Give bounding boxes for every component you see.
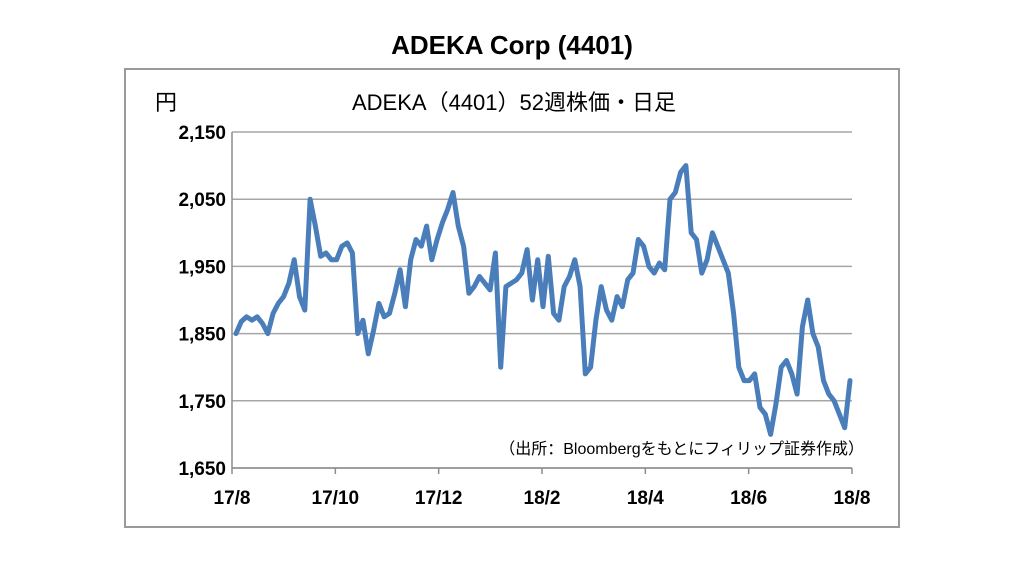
y-tick-label: 2,150 <box>178 123 226 144</box>
x-tick-label: 17/10 <box>312 488 360 509</box>
x-tick-label: 18/4 <box>627 488 664 509</box>
y-tick-label: 1,950 <box>178 257 226 278</box>
series-layer <box>233 163 853 437</box>
x-tick-label: 18/2 <box>524 488 561 509</box>
x-tick-label: 17/12 <box>415 488 463 509</box>
y-axis-unit-label: 円 <box>155 90 177 115</box>
y-tick-label: 1,650 <box>178 459 226 480</box>
y-tick-label: 1,850 <box>178 325 226 346</box>
source-note: （出所：Bloombergをもとにフィリップ証券作成） <box>499 440 864 458</box>
y-tick-label: 2,050 <box>178 190 226 211</box>
page-title: ADEKA Corp (4401) <box>391 30 633 60</box>
chart-frame: ADEKA（4401）52週株価・日足 円 （出所：Bloombergをもとにフ… <box>124 68 900 528</box>
x-tick-label: 17/8 <box>214 488 251 509</box>
line-chart: ADEKA（4401）52週株価・日足 円 （出所：Bloombergをもとにフ… <box>155 90 871 509</box>
x-tick-label: 18/8 <box>834 488 871 509</box>
x-tick-label: 18/6 <box>730 488 767 509</box>
axes <box>231 132 853 474</box>
labels: ADEKA（4401）52週株価・日足 円 （出所：Bloombergをもとにフ… <box>155 90 871 509</box>
y-tick-label: 1,750 <box>178 392 226 413</box>
price-series-line <box>233 163 853 437</box>
chart-title: ADEKA（4401）52週株価・日足 <box>352 90 676 115</box>
